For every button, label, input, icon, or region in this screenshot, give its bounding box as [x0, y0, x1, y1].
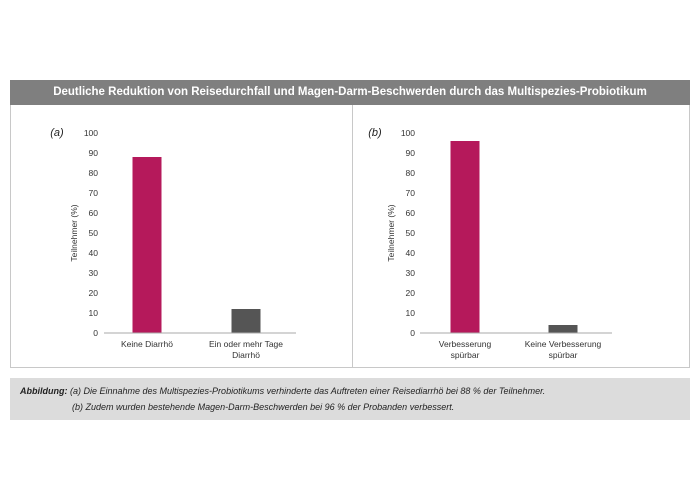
y-tick-label: 70: [89, 188, 99, 198]
chart-frame: [10, 105, 690, 368]
x-tick-label: spürbar: [451, 350, 480, 360]
bar: [450, 141, 480, 333]
caption-line-2: (b) Zudem wurden bestehende Magen-Darm-B…: [72, 402, 455, 412]
x-tick-label: Diarrhö: [232, 350, 260, 360]
y-tick-label: 60: [406, 208, 416, 218]
x-tick-label: spürbar: [549, 350, 578, 360]
y-tick-label: 20: [89, 288, 99, 298]
x-tick-label: Keine Verbesserung: [525, 339, 602, 349]
y-tick-label: 90: [89, 148, 99, 158]
x-tick-label: Ein oder mehr Tage: [209, 339, 283, 349]
y-tick-label: 70: [406, 188, 416, 198]
y-tick-label: 10: [406, 308, 416, 318]
bar: [548, 325, 578, 333]
y-tick-label: 80: [406, 168, 416, 178]
figure-title: Deutliche Reduktion von Reisedurchfall u…: [10, 80, 690, 105]
y-tick-label: 30: [406, 268, 416, 278]
caption-label: Abbildung:: [20, 386, 68, 396]
x-tick-label: Keine Diarrhö: [121, 339, 173, 349]
y-tick-label: 80: [89, 168, 99, 178]
y-tick-label: 20: [406, 288, 416, 298]
y-tick-label: 40: [89, 248, 99, 258]
x-tick-label: Verbesserung: [439, 339, 492, 349]
y-tick-label: 40: [406, 248, 416, 258]
caption-box: Abbildung: (a) Die Einnahme des Multispe…: [10, 378, 690, 420]
y-tick-label: 50: [406, 228, 416, 238]
y-tick-label: 0: [410, 328, 415, 338]
y-tick-label: 90: [406, 148, 416, 158]
y-tick-label: 30: [89, 268, 99, 278]
panel-divider: [352, 105, 353, 368]
panel-label: (b): [368, 127, 382, 139]
y-tick-label: 60: [89, 208, 99, 218]
y-tick-label: 0: [93, 328, 98, 338]
bar: [132, 157, 162, 333]
y-tick-label: 100: [84, 128, 98, 138]
bar: [231, 309, 261, 333]
y-tick-label: 50: [89, 228, 99, 238]
y-axis-title: Teilnehmer (%): [386, 204, 396, 261]
y-tick-label: 100: [401, 128, 415, 138]
panel-label: (a): [50, 127, 64, 139]
y-tick-label: 10: [89, 308, 99, 318]
y-axis-title: Teilnehmer (%): [69, 204, 79, 261]
caption-line-1: (a) Die Einnahme des Multispezies-Probio…: [70, 386, 546, 396]
